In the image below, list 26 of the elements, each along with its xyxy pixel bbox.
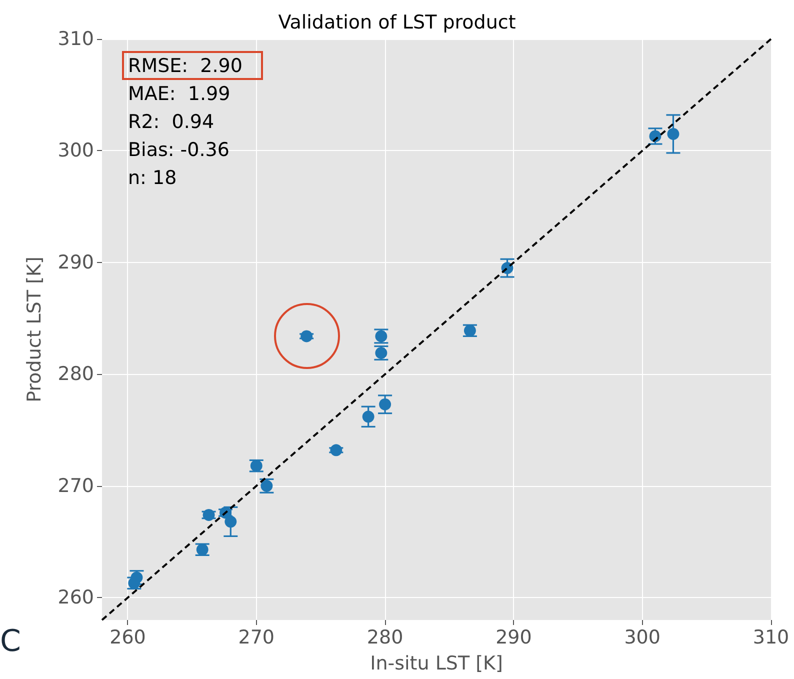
chart-title: Validation of LST product xyxy=(278,12,516,34)
annotation: RMSE: 2.90 xyxy=(128,54,242,79)
x-tick-label: 310 xyxy=(752,626,790,648)
x-tick-label: 290 xyxy=(496,626,532,648)
point xyxy=(224,516,237,528)
point xyxy=(667,128,680,140)
y-tick-label: 290 xyxy=(58,251,94,274)
y-axis-title: Product LST [K] xyxy=(24,256,46,402)
y-tick-label: 310 xyxy=(58,28,94,50)
x-tick-label: 280 xyxy=(366,626,404,648)
y-tick-label: 270 xyxy=(58,474,94,497)
x-tick-label: 260 xyxy=(110,626,146,648)
text: C xyxy=(0,624,21,659)
x-tick-label: 300 xyxy=(624,626,660,648)
annotation: n: 18 xyxy=(128,166,177,191)
y-tick-label: 300 xyxy=(58,140,94,162)
annotation: MAE: 1.99 xyxy=(128,82,230,107)
point xyxy=(379,398,392,410)
x-axis-title: In-situ LST [K] xyxy=(370,652,503,674)
annotation: R2: 0.94 xyxy=(128,110,214,135)
y-tick-label: 280 xyxy=(58,363,94,386)
point xyxy=(362,410,374,423)
annotation: Bias: -0.36 xyxy=(128,138,230,163)
point xyxy=(330,444,342,456)
x-tick-label: 270 xyxy=(238,626,275,648)
y-tick-label: 260 xyxy=(58,586,94,609)
